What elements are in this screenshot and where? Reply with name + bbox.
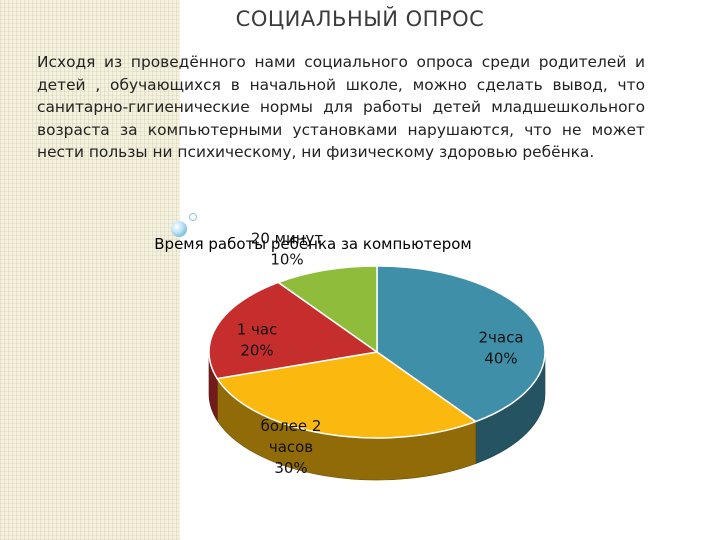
pie-slices bbox=[208, 265, 546, 439]
pie-slice-0 bbox=[376, 265, 546, 423]
pie-slice-3 bbox=[276, 265, 378, 354]
data-label-0: 2часа 40% bbox=[478, 329, 523, 368]
data-label-2: 1 час 20% bbox=[237, 321, 278, 360]
pie-slice-1 bbox=[215, 351, 478, 439]
data-label-3: 20 минут 10% bbox=[251, 230, 324, 269]
chart-title: Время работы ребёнка за компьютером bbox=[154, 235, 471, 253]
slide-title: СОЦИАЛЬНЫЙ ОПРОС bbox=[235, 7, 485, 31]
pie-labels: 2часа 40% более 2 часов 30% 1 час 20% 20 минут 1… bbox=[237, 230, 524, 478]
bubble-decoration-small bbox=[189, 213, 197, 221]
data-label-1: более 2 часов 30% bbox=[261, 417, 322, 477]
bubble-decoration-large bbox=[171, 221, 187, 237]
decorative-side-pattern bbox=[0, 0, 180, 540]
slide-text: Исходя из проведённого нами социального … bbox=[37, 53, 645, 162]
pie-slice-2 bbox=[208, 281, 379, 380]
